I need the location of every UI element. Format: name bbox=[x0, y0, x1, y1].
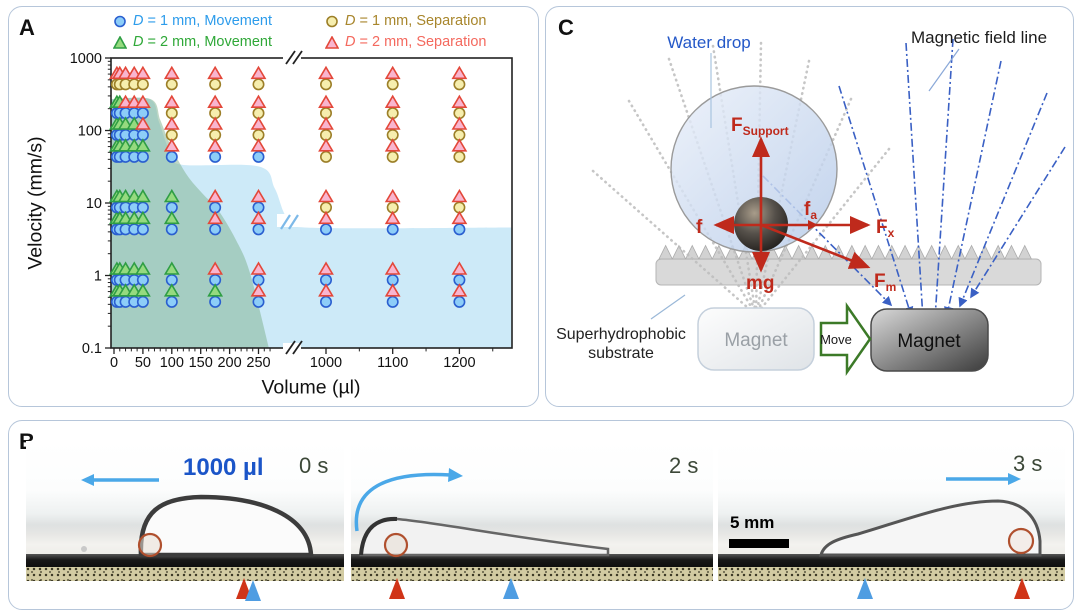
x-axis-title: Volume (µl) bbox=[261, 376, 361, 399]
axis-break-marks bbox=[277, 50, 303, 355]
droplet-drawing-0s bbox=[81, 474, 314, 558]
ball-highlight-circle bbox=[137, 532, 163, 558]
speckle-strip bbox=[26, 567, 344, 581]
magnetic-field-lines-blue bbox=[762, 38, 1066, 321]
panel-a-phase-diagram: A D = 1 mm, Movement D = 1 mm, Separatio… bbox=[8, 6, 539, 407]
timestamp-2s: 2 s bbox=[669, 453, 699, 478]
circle-marker-icon bbox=[326, 15, 338, 27]
droplet-3s bbox=[819, 499, 1042, 557]
svg-text:1: 1 bbox=[94, 269, 102, 285]
droplet-drawing-2s bbox=[354, 468, 610, 558]
svg-text:250: 250 bbox=[246, 355, 270, 371]
legend-item-1mm-separation: D = 1 mm, Separation bbox=[325, 13, 486, 29]
legend-label: D = 2 mm, Movement bbox=[133, 34, 273, 50]
ball-position-marker-blue bbox=[857, 578, 873, 599]
legend-item-1mm-movement: D = 1 mm, Movement bbox=[113, 13, 272, 29]
label-mg: mg bbox=[746, 273, 775, 294]
panel-b-snapshots: B 1000 µl 0 s bbox=[8, 420, 1074, 610]
scale-bar bbox=[729, 539, 789, 548]
label-f-support: FSupport bbox=[731, 115, 789, 138]
svg-text:0: 0 bbox=[110, 355, 118, 371]
circle-marker-icon bbox=[114, 15, 126, 27]
timestamp-3s: 3 s bbox=[1013, 451, 1043, 476]
ball-highlight-circle bbox=[383, 532, 409, 558]
svg-text:50: 50 bbox=[135, 355, 151, 371]
svg-text:0.1: 0.1 bbox=[82, 341, 102, 357]
magnet-right-label: Magnet bbox=[897, 331, 961, 352]
arrowhead-right bbox=[1008, 473, 1021, 485]
data-points bbox=[108, 65, 468, 308]
region-movement-both bbox=[111, 97, 269, 348]
panel-c-schematic: C bbox=[545, 6, 1074, 407]
timestamp-0s: 0 s bbox=[299, 453, 329, 478]
snapshot-2s: 2 s bbox=[351, 441, 713, 581]
legend-label: D = 1 mm, Separation bbox=[345, 13, 487, 29]
move-label: Move bbox=[820, 332, 852, 347]
droplet-0s bbox=[138, 494, 314, 558]
magnet-left-label: Magnet bbox=[724, 330, 788, 351]
snapshot-3s: 5 mm 3 s bbox=[718, 441, 1065, 581]
label-f-m: Fm bbox=[874, 271, 896, 294]
snapshot-0s: 1000 µl 0 s bbox=[26, 441, 344, 581]
direction-arrow-curved bbox=[354, 472, 452, 532]
ball-position-marker-blue bbox=[245, 580, 261, 601]
panel-c-label: C bbox=[558, 15, 574, 40]
svg-text:10: 10 bbox=[86, 196, 102, 212]
arrowhead-left bbox=[81, 474, 94, 486]
speckle-strip bbox=[718, 567, 1065, 581]
small-satellite-droplet bbox=[81, 546, 87, 552]
axis-ticks bbox=[105, 57, 494, 354]
magnet-previous-position bbox=[697, 307, 815, 371]
svg-text:100: 100 bbox=[78, 124, 102, 140]
droplet-rim bbox=[359, 516, 398, 556]
shaded-regions bbox=[111, 97, 512, 348]
scale-bar-label: 5 mm bbox=[730, 513, 775, 532]
legend-item-2mm-separation: D = 2 mm, Separation bbox=[325, 34, 486, 50]
move-arrow bbox=[819, 302, 872, 376]
substrate-label-line2: substrate bbox=[588, 345, 654, 362]
substrate-strip bbox=[351, 554, 713, 567]
panel-a-label: A bbox=[19, 15, 35, 40]
triangle-marker-icon bbox=[113, 35, 127, 49]
superhydrophobic-substrate-bar bbox=[655, 258, 1042, 286]
water-drop-label: Water drop bbox=[667, 33, 750, 52]
phase-diagram-chart: 0.1 1 10 100 1000 0 50 100 150 200 250 1000 1100 1200 bbox=[70, 50, 513, 371]
field-line-leader bbox=[928, 48, 960, 92]
svg-text:1200: 1200 bbox=[443, 355, 475, 371]
substrate-strip bbox=[718, 554, 1065, 567]
ball-position-marker-blue bbox=[503, 578, 519, 599]
droplet-drawing-3s bbox=[819, 473, 1042, 557]
arrowhead-right bbox=[448, 468, 463, 482]
svg-text:150: 150 bbox=[189, 355, 213, 371]
svg-text:1000: 1000 bbox=[70, 51, 102, 67]
svg-text:200: 200 bbox=[217, 355, 241, 371]
substrate-leader-line bbox=[650, 294, 686, 320]
speckle-strip bbox=[351, 567, 713, 581]
label-f: f bbox=[696, 217, 703, 238]
arrow-f-m bbox=[760, 223, 871, 269]
substrate-label-line1: Superhydrophobic bbox=[556, 326, 686, 343]
tick-labels: 0.1 1 10 100 1000 0 50 100 150 200 250 1000 1100 1200 bbox=[70, 51, 476, 371]
arrow-f-a-head bbox=[808, 220, 818, 230]
svg-text:100: 100 bbox=[160, 355, 184, 371]
label-f-x: Fx bbox=[876, 217, 895, 240]
droplet-volume-label: 1000 µl bbox=[183, 454, 264, 481]
ball-highlight-circle bbox=[1007, 527, 1035, 555]
magnet-new-position bbox=[870, 308, 989, 372]
magnet-position-marker-red bbox=[389, 578, 405, 599]
legend-item-2mm-movement: D = 2 mm, Movement bbox=[113, 34, 272, 50]
schematic-drawing: FSupport f fa Fx mg Fm Water drop Magnet… bbox=[556, 28, 1066, 376]
label-f-a: fa bbox=[804, 199, 817, 222]
svg-text:1100: 1100 bbox=[377, 355, 408, 371]
legend-label: D = 2 mm, Separation bbox=[345, 34, 487, 50]
svg-text:1000: 1000 bbox=[310, 355, 342, 371]
triangle-marker-icon bbox=[325, 35, 339, 49]
magnetic-field-line-label: Magnetic field line bbox=[911, 28, 1047, 47]
magnet-position-marker-red bbox=[1014, 578, 1030, 599]
legend-label: D = 1 mm, Movement bbox=[133, 13, 273, 29]
y-axis-title: Velocity (mm/s) bbox=[24, 136, 47, 270]
